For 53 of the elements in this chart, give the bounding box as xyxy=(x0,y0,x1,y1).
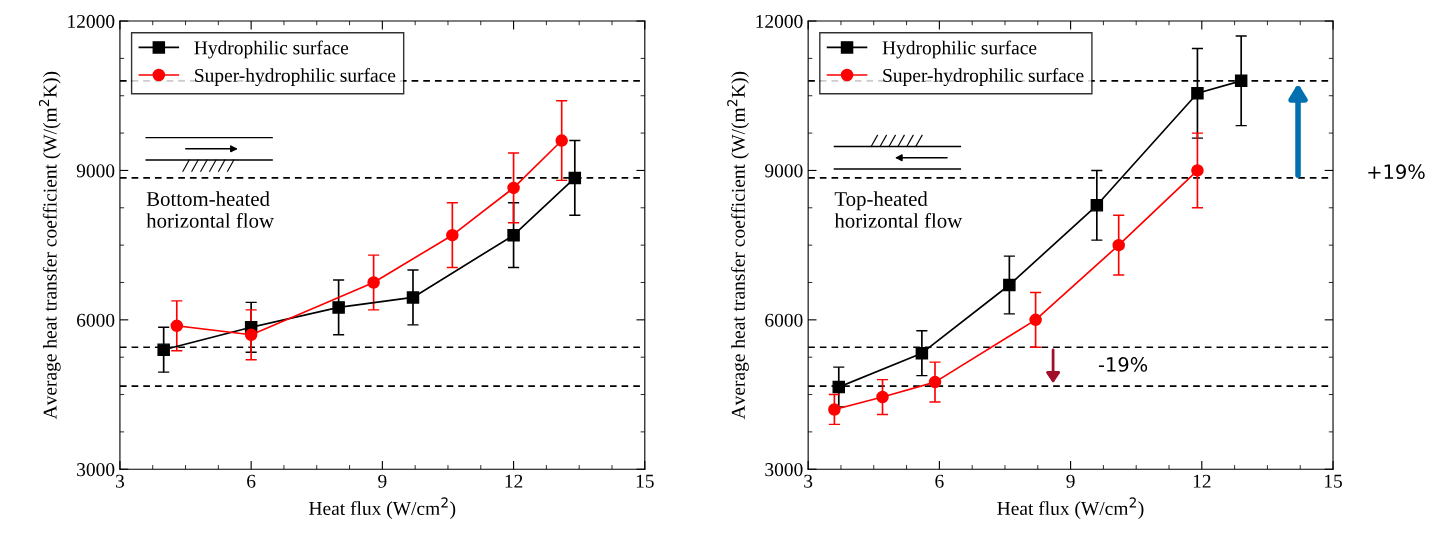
point xyxy=(1112,238,1125,252)
point xyxy=(832,380,846,394)
point xyxy=(915,346,929,360)
point xyxy=(876,390,889,404)
y-tick-label: 9000 xyxy=(765,164,803,178)
point xyxy=(568,171,582,185)
y-tick-label: 12000 xyxy=(68,14,115,28)
point xyxy=(1191,87,1204,100)
point xyxy=(555,134,568,147)
y-tick-label: 3000 xyxy=(77,463,115,477)
point xyxy=(170,319,184,333)
y-tick-label: 6000 xyxy=(765,313,803,327)
legend-label: Super-hydrophilic surface xyxy=(883,68,1084,86)
point xyxy=(1234,74,1248,88)
point xyxy=(928,375,942,389)
legend-label: Hydrophilic surface xyxy=(882,40,1037,59)
x-tick-label: 12 xyxy=(505,474,523,488)
point xyxy=(157,343,170,356)
point xyxy=(1090,199,1104,212)
y-axis-title: Average heat transfer coefficient (W/(m$^{2}$K)) xyxy=(727,71,749,420)
x-tick-label: 9 xyxy=(378,474,387,488)
x-axis-title: Heat flux (W/cm$^{2}$) xyxy=(309,497,456,519)
point xyxy=(406,291,420,304)
y-tick-label: 3000 xyxy=(765,463,803,477)
x-tick-label: 3 xyxy=(804,474,813,488)
y-axis-title: Average heat transfer coefficient (W/(m$^{2}$K)) xyxy=(38,71,61,420)
x-tick-label: 15 xyxy=(1325,474,1342,488)
point xyxy=(507,228,520,242)
x-tick-label: 6 xyxy=(247,474,256,488)
annotation: Top-heated horizontal flow xyxy=(834,191,963,228)
point xyxy=(332,301,345,314)
y-tick-label: 9000 xyxy=(76,164,115,178)
point xyxy=(1191,164,1204,177)
point xyxy=(1029,313,1042,327)
x-tick-label: 12 xyxy=(1193,474,1211,488)
y-tick-label: 12000 xyxy=(756,14,803,28)
x-tick-label: 9 xyxy=(1066,474,1075,488)
point xyxy=(446,228,459,242)
legend-label: Hydrophilic surface xyxy=(194,40,349,59)
point xyxy=(828,403,841,416)
annotation: -19% xyxy=(1098,357,1148,372)
annotation: Bottom-heated horizontal flow xyxy=(146,191,274,228)
x-tick-label: 3 xyxy=(116,474,125,488)
point xyxy=(244,328,258,342)
text: +19% xyxy=(1368,164,1425,180)
point xyxy=(507,181,520,195)
x-axis-title: Heat flux (W/cm$^{2}$) xyxy=(997,497,1144,519)
x-tick-label: 6 xyxy=(935,474,944,488)
legend-label: Super-hydrophilic surface xyxy=(195,68,396,86)
x-tick-label: 15 xyxy=(636,474,654,488)
point xyxy=(1003,278,1016,292)
y-tick-label: 6000 xyxy=(77,313,115,327)
point xyxy=(367,276,380,289)
